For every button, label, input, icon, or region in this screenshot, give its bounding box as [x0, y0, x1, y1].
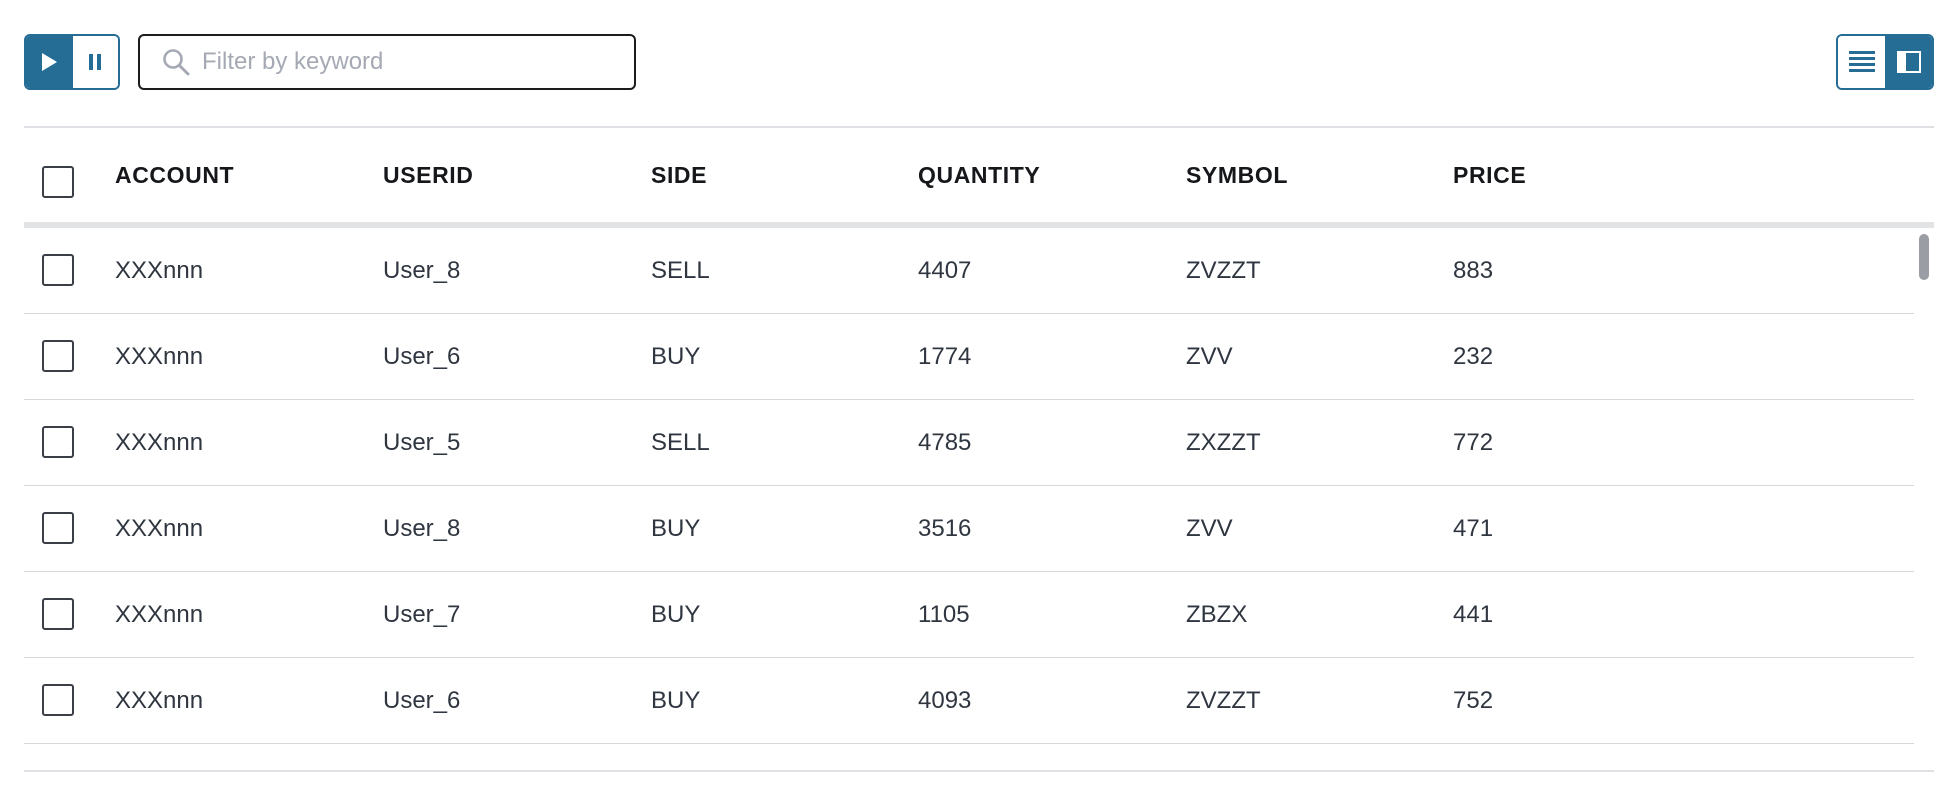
row-checkbox[interactable] — [42, 426, 74, 458]
column-header-quantity[interactable]: QUANTITY — [918, 161, 1041, 188]
table-top-divider — [24, 126, 1934, 128]
cell-symbol: ZVZZT — [1186, 686, 1261, 714]
table-body: XXXnnn User_8 SELL 4407 ZVZZT 883 XXXnnn… — [24, 228, 1934, 750]
row-checkbox[interactable] — [42, 598, 74, 630]
cell-userid: User_8 — [383, 514, 461, 542]
cell-quantity: 3516 — [918, 514, 972, 542]
cell-symbol: ZVV — [1186, 514, 1233, 542]
play-button[interactable] — [26, 36, 73, 88]
cell-side: BUY — [651, 686, 701, 714]
search-field[interactable] — [138, 34, 636, 90]
cell-price: 471 — [1453, 514, 1494, 542]
column-header-account[interactable]: ACCOUNT — [115, 161, 235, 188]
cell-side: BUY — [651, 342, 701, 370]
cell-userid: User_8 — [383, 256, 461, 284]
table-row[interactable]: XXXnnn User_5 SELL 4785 ZXZZT 772 — [24, 400, 1914, 486]
list-view-button[interactable] — [1838, 36, 1885, 88]
cell-side: SELL — [651, 428, 710, 456]
row-checkbox[interactable] — [42, 684, 74, 716]
cell-side: BUY — [651, 514, 701, 542]
row-checkbox[interactable] — [42, 340, 74, 372]
split-view-button[interactable] — [1885, 36, 1932, 88]
play-icon — [42, 53, 58, 71]
table-row[interactable]: XXXnnn User_8 SELL 4407 ZVZZT 883 — [24, 228, 1914, 314]
cell-symbol: ZVV — [1186, 342, 1233, 370]
cell-quantity: 1774 — [918, 342, 972, 370]
cell-account: XXXnnn — [115, 342, 204, 370]
cell-quantity: 4093 — [918, 686, 972, 714]
cell-side: BUY — [651, 600, 701, 628]
cell-quantity: 1105 — [918, 600, 970, 628]
split-view-icon — [1896, 51, 1921, 73]
cell-price: 752 — [1453, 686, 1494, 714]
pause-icon — [89, 54, 102, 70]
table-bottom-divider — [24, 770, 1934, 772]
playback-controls — [24, 34, 120, 90]
toolbar — [24, 34, 1934, 90]
cell-account: XXXnnn — [115, 600, 204, 628]
orders-table: ACCOUNT USERID SIDE QUANTITY SYMBOL PRIC… — [24, 126, 1934, 772]
cell-account: XXXnnn — [115, 514, 204, 542]
vertical-scrollbar[interactable] — [1914, 228, 1934, 750]
pause-button[interactable] — [72, 36, 118, 88]
cell-userid: User_6 — [383, 686, 461, 714]
header-separator — [24, 222, 1934, 228]
cell-account: XXXnnn — [115, 256, 204, 284]
view-mode-toggle — [1836, 34, 1934, 90]
cell-userid: User_5 — [383, 428, 461, 456]
cell-userid: User_6 — [383, 342, 461, 370]
table-row[interactable]: XXXnnn User_7 BUY 1105 ZBZX 441 — [24, 572, 1914, 658]
cell-symbol: ZBZX — [1186, 600, 1248, 628]
column-header-symbol[interactable]: SYMBOL — [1186, 161, 1288, 188]
cell-account: XXXnnn — [115, 428, 204, 456]
cell-quantity: 4785 — [918, 428, 972, 456]
list-view-icon — [1848, 51, 1875, 72]
cell-symbol: ZVZZT — [1186, 256, 1261, 284]
table-row[interactable]: XXXnnn User_8 BUY 3516 ZVV 471 — [24, 486, 1914, 572]
cell-price: 772 — [1453, 428, 1494, 456]
table-row[interactable]: XXXnnn User_6 BUY 4093 ZVZZT 752 — [24, 658, 1914, 744]
cell-userid: User_7 — [383, 600, 461, 628]
column-header-side[interactable]: SIDE — [651, 161, 708, 188]
cell-account: XXXnnn — [115, 686, 204, 714]
row-checkbox[interactable] — [42, 512, 74, 544]
cell-quantity: 4407 — [918, 256, 972, 284]
scrollbar-thumb[interactable] — [1919, 234, 1929, 280]
cell-price: 883 — [1453, 256, 1494, 284]
cell-side: SELL — [651, 256, 710, 284]
column-header-userid[interactable]: USERID — [383, 161, 474, 188]
table-row[interactable]: XXXnnn User_6 BUY 1774 ZVV 232 — [24, 314, 1914, 400]
table-header: ACCOUNT USERID SIDE QUANTITY SYMBOL PRIC… — [24, 128, 1934, 222]
column-header-price[interactable]: PRICE — [1453, 161, 1527, 188]
cell-price: 441 — [1453, 600, 1494, 628]
select-all-checkbox[interactable] — [42, 166, 74, 198]
cell-price: 232 — [1453, 342, 1494, 370]
row-checkbox[interactable] — [42, 254, 74, 286]
search-icon — [160, 46, 192, 78]
cell-symbol: ZXZZT — [1186, 428, 1261, 456]
search-input[interactable] — [202, 48, 602, 76]
